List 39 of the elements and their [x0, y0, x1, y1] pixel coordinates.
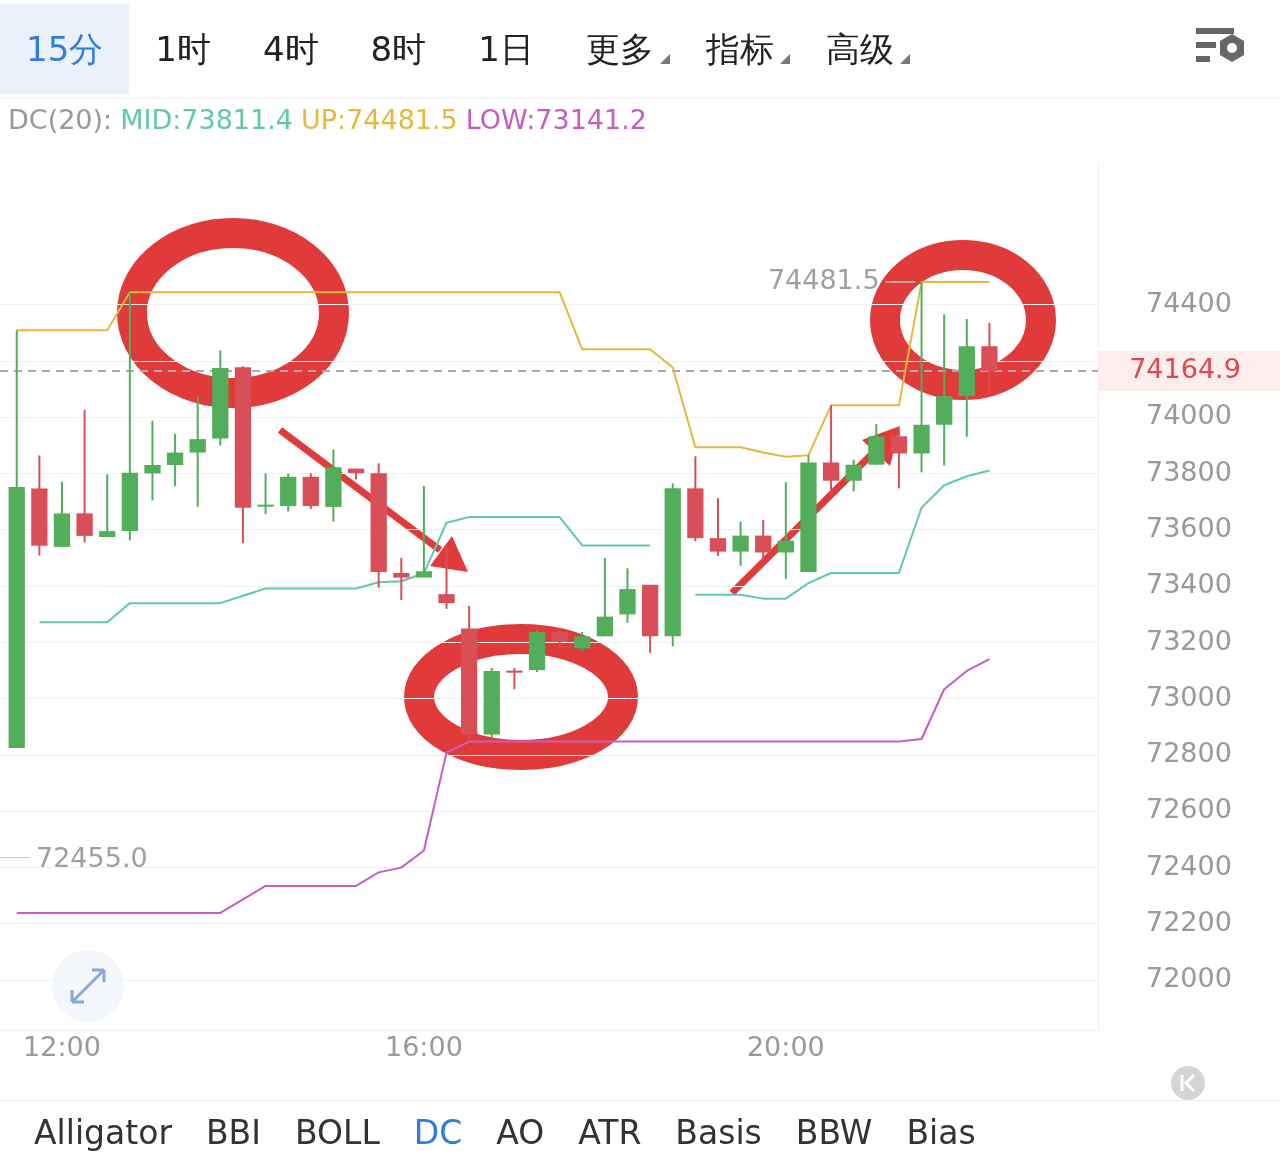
y-tick-label: 73200	[1146, 624, 1232, 656]
text: BBI	[205, 1113, 261, 1152]
x-tick-label: 20:00	[746, 1031, 825, 1063]
text: Alligator	[34, 1113, 172, 1152]
text: BOLL	[294, 1113, 380, 1152]
text: 更多	[559, 4, 680, 94]
y-tick-label: 72400	[1146, 849, 1232, 881]
text: BBW	[795, 1113, 873, 1152]
legend-title: DC(20):	[8, 104, 113, 135]
text: 1日	[477, 28, 535, 71]
y-tick-label: 73400	[1146, 568, 1232, 600]
text: ATR	[578, 1113, 642, 1152]
text: DC	[413, 1113, 463, 1152]
ref-line-label: 74164.9	[1129, 353, 1241, 385]
y-tick-label: 72000	[1146, 962, 1232, 994]
text: 15分	[0, 4, 130, 94]
text: Basis	[675, 1113, 762, 1152]
x-tick-label: 16:00	[385, 1031, 463, 1063]
text: UP:74481.5	[300, 104, 458, 135]
y-tick-label: 72600	[1146, 793, 1232, 825]
text: AO	[496, 1113, 545, 1152]
y-tick-label: 73800	[1146, 455, 1232, 487]
text: Bias	[906, 1113, 976, 1152]
annotation: 74481.5	[767, 263, 880, 295]
text: 4时	[261, 28, 320, 71]
y-tick-label: 72800	[1146, 737, 1232, 769]
text: 高级	[799, 4, 920, 94]
text: 指标	[679, 4, 800, 94]
y-tick-label: 73600	[1146, 511, 1232, 543]
annotation: 72455.0	[36, 842, 148, 873]
y-tick-label: 74000	[1146, 399, 1232, 431]
y-tick-label: 72200	[1146, 905, 1232, 937]
text: 8时	[369, 28, 428, 71]
text: MID:73811.4	[120, 104, 293, 135]
y-tick-label: 73000	[1146, 680, 1232, 712]
x-tick-label: 12:00	[23, 1031, 101, 1063]
y-tick-label: 74400	[1146, 286, 1232, 318]
text: LOW:73141.2	[465, 104, 647, 135]
text: 1时	[154, 28, 212, 71]
